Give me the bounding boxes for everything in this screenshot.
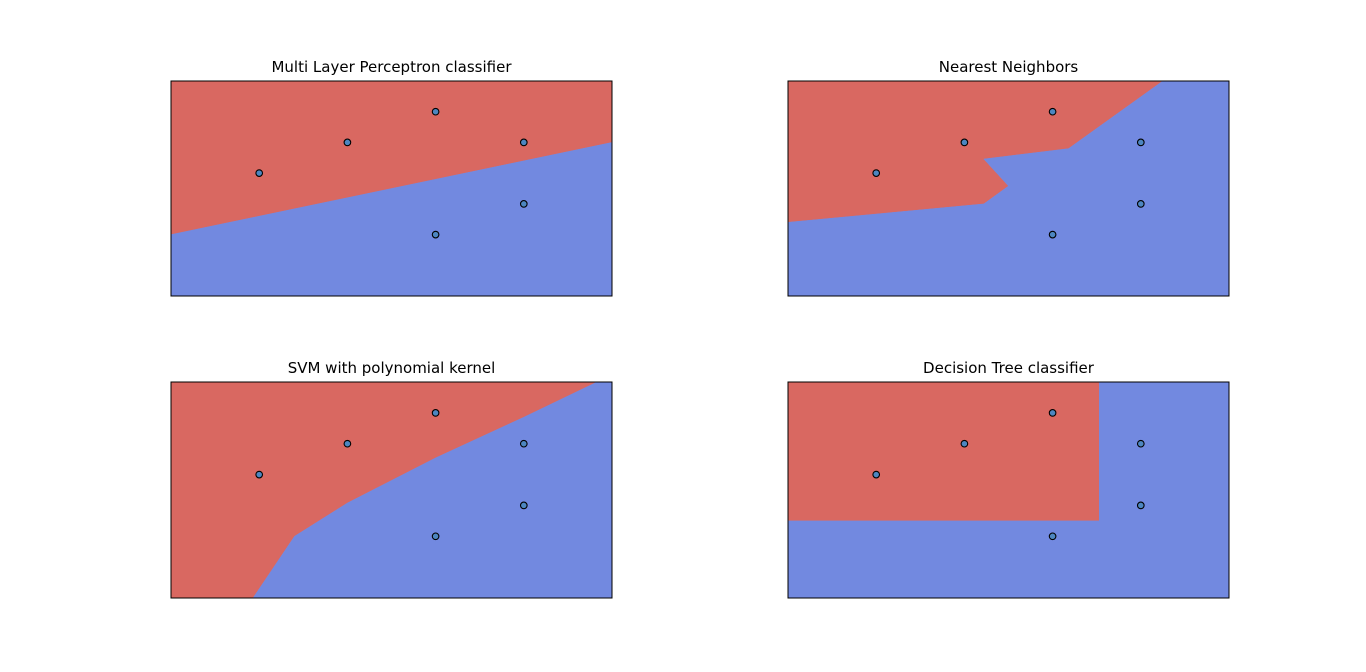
decision-regions [170,381,613,599]
subplot-mlp: Multi Layer Perceptron classifier [170,58,613,297]
data-point [519,439,528,448]
data-point [1136,138,1145,147]
data-point [960,138,969,147]
data-point [872,470,881,479]
axes-frame [170,80,613,297]
training-points [255,409,528,541]
data-point [519,200,528,208]
data-point [1136,439,1145,448]
subplot-svm-polynomial: SVM with polynomial kernel [170,359,613,599]
data-point [1136,200,1145,208]
decision-regions [170,80,613,297]
training-points [872,107,1145,239]
data-point [431,409,440,417]
training-points [872,409,1145,541]
subplot-title: Multi Layer Perceptron classifier [271,58,512,76]
axes-frame [170,381,613,599]
data-point [1048,107,1057,116]
subplot-title: Nearest Neighbors [939,58,1079,76]
subplot-title: SVM with polynomial kernel [288,359,496,377]
decision-regions [787,381,1230,599]
axes-frame [787,80,1230,297]
data-point [960,439,969,448]
data-point [343,138,352,147]
data-point [255,169,264,177]
decision-regions [787,80,1230,297]
training-points [255,107,528,239]
data-point [1048,532,1057,541]
subplot-decision-tree: Decision Tree classifier [787,359,1230,599]
axes-frame [787,381,1230,599]
data-point [431,532,440,541]
subplot-nearest-neighbors: Nearest Neighbors [787,58,1230,297]
data-point [519,138,528,147]
data-point [1048,230,1057,239]
data-point [1136,501,1145,510]
data-point [1048,409,1057,417]
data-point [431,107,440,116]
data-point [431,230,440,239]
data-point [872,169,881,177]
data-point [343,439,352,448]
decision-region-red [787,381,1100,522]
data-point [255,470,264,479]
data-point [519,501,528,510]
subplot-title: Decision Tree classifier [923,359,1095,377]
